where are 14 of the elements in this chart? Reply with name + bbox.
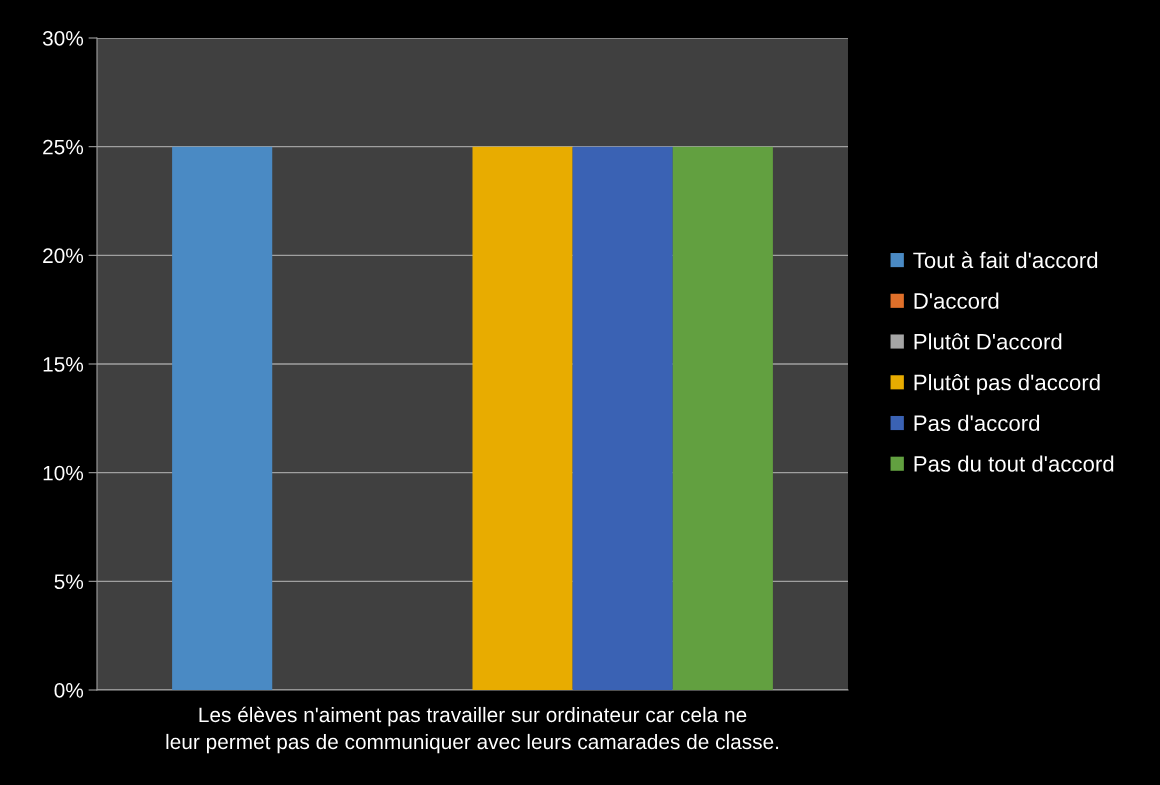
x-tick-label: Les élèves n'aiment pas travailler sur ordinateur car cela ne leur permet pas de communiquer avec leurs camarades de classe.	[166, 706, 779, 754]
y-tick-label: 30%	[42, 31, 84, 46]
y-tick-label: 20%	[43, 248, 84, 264]
y-tick-label: 5%	[54, 574, 84, 590]
y-tick-label: 15%	[43, 357, 84, 372]
legend-label: Plutôt pas d'accord	[914, 373, 1100, 395]
legend-label: Tout à fait d'accord	[913, 251, 1098, 269]
legend-label: Pas du tout d'accord	[914, 455, 1114, 472]
y-tick-label: 25%	[43, 139, 84, 155]
legend-label: Plutôt D'accord	[914, 333, 1062, 350]
y-tick-label: 10%	[43, 465, 84, 481]
y-tick-label: 0%	[54, 683, 84, 698]
legend-label: Pas d'accord	[914, 414, 1040, 432]
legend-label: D'accord	[914, 292, 999, 309]
